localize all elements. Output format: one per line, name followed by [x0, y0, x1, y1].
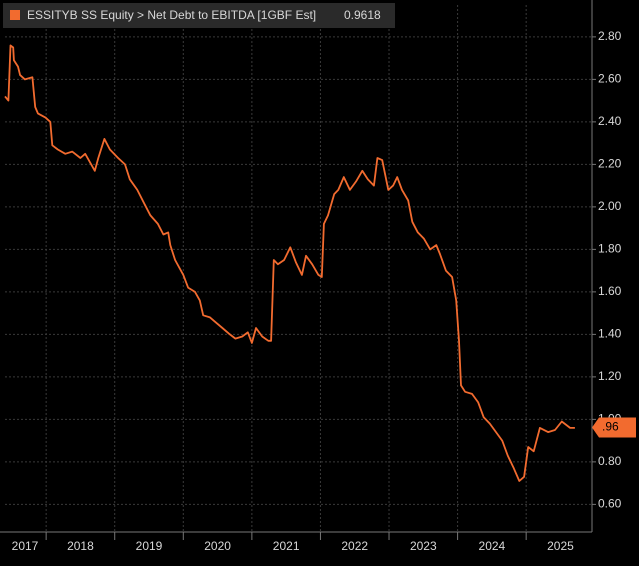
data-line: [4, 44, 575, 482]
y-tick-label: 2.80: [598, 29, 622, 43]
y-tick-label: 1.40: [598, 327, 622, 341]
x-tick-label: 2019: [136, 539, 163, 553]
y-tick-label: 0.80: [598, 454, 622, 468]
x-tick-label: 2020: [204, 539, 231, 553]
x-tick-label: 2021: [273, 539, 300, 553]
legend-swatch: [10, 10, 20, 20]
current-value-label: .96: [602, 420, 619, 434]
y-tick-label: 1.20: [598, 369, 622, 383]
x-tick-label: 2017: [12, 539, 39, 553]
y-tick-label: 2.40: [598, 114, 622, 128]
current-value-tag: [592, 417, 636, 438]
y-tick-label: 2.00: [598, 199, 622, 213]
legend-label: ESSITYB SS Equity > Net Debt to EBITDA […: [27, 8, 316, 22]
x-tick-label: 2023: [410, 539, 437, 553]
y-tick-label: 2.20: [598, 157, 622, 171]
y-tick-label: 1.80: [598, 242, 622, 256]
y-tick-label: 0.60: [598, 497, 622, 511]
x-tick-label: 2018: [67, 539, 94, 553]
y-tick-label: 1.60: [598, 284, 622, 298]
y-tick-label: 2.60: [598, 72, 622, 86]
legend-box: [3, 3, 395, 28]
x-tick-label: 2024: [479, 539, 506, 553]
legend-value: 0.9618: [344, 8, 381, 22]
x-tick-label: 2025: [547, 539, 574, 553]
x-tick-label: 2022: [341, 539, 368, 553]
